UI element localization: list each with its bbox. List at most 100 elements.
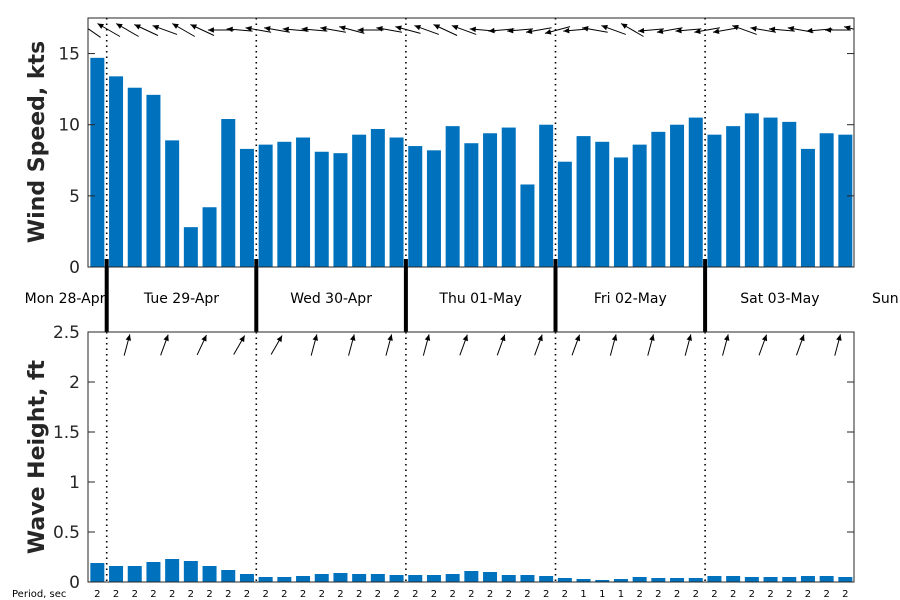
period-value: 2 — [674, 589, 680, 600]
wind-bar — [146, 94, 161, 267]
wind-direction-arrow — [301, 26, 328, 33]
period-value: 2 — [225, 589, 231, 600]
wind-bar — [109, 76, 124, 267]
wind-bar — [726, 126, 741, 267]
period-value: 2 — [393, 589, 399, 600]
wave-bar — [183, 561, 198, 582]
wave-direction-arrow — [684, 334, 692, 356]
wind-direction-arrow — [395, 25, 421, 34]
wave-bar — [651, 578, 666, 582]
wind-bar — [258, 144, 273, 267]
wave-direction-arrow — [758, 334, 768, 356]
wave-bar — [464, 571, 479, 582]
wave-bar — [314, 574, 329, 582]
wind-bar — [165, 140, 180, 267]
wave-bar — [109, 566, 124, 582]
wind-bar — [370, 128, 385, 267]
period-row: Period, sec 2 2 2 2 2 2 2 2 2 2 2 2 2 2 2 2 2 2 2 2 2 2 2 2 2 2 1 1… — [12, 589, 849, 600]
period-value: 2 — [711, 589, 717, 600]
wind-direction-arrow — [620, 23, 644, 37]
wind-bar — [557, 161, 572, 267]
wave-bar — [707, 576, 722, 582]
wind-bar — [688, 117, 703, 267]
wave-bar — [800, 576, 815, 582]
wind-bar — [464, 143, 479, 267]
wave-bar — [520, 575, 535, 582]
wave-ytick-label: 0 — [69, 573, 80, 593]
wind-bar — [501, 127, 516, 267]
wave-bar — [744, 577, 759, 582]
wind-bar — [651, 131, 666, 267]
wind-bar — [314, 151, 329, 267]
period-value: 2 — [468, 589, 474, 600]
wave-bar — [576, 579, 591, 582]
wave-bar — [501, 575, 516, 582]
wave-bar — [632, 577, 647, 582]
wind-y-ticks: 0 5 10 15 — [58, 45, 854, 278]
wave-direction-arrow — [834, 334, 842, 356]
wind-bar — [408, 146, 423, 267]
wave-bar — [127, 566, 142, 582]
wind-bar — [296, 137, 311, 267]
wind-direction-arrow — [638, 27, 664, 34]
period-value: 2 — [375, 589, 381, 600]
wind-bar — [539, 124, 554, 268]
wind-axes-box — [87, 17, 855, 268]
wave-direction-arrow — [270, 335, 283, 355]
period-value: 2 — [543, 589, 549, 600]
wind-bar — [483, 133, 498, 267]
wave-bar — [782, 577, 797, 582]
wave-bar — [258, 577, 273, 582]
wind-bar — [670, 124, 685, 268]
period-value: 2 — [337, 589, 343, 600]
wind-direction-arrow — [97, 23, 121, 37]
period-value: 2 — [562, 589, 568, 600]
wind-direction-arrow — [245, 26, 272, 33]
period-value: 2 — [113, 589, 119, 600]
wave-bar — [445, 574, 460, 582]
wind-bar — [239, 148, 254, 267]
wind-direction-arrow — [732, 24, 757, 35]
wave-ytick-label: 2.5 — [53, 323, 80, 343]
period-value: 2 — [636, 589, 642, 600]
wind-panel: 0 5 10 15 Wind Speed, kts — [25, 17, 855, 278]
period-value: 2 — [94, 589, 100, 600]
wind-direction-arrow — [226, 26, 253, 33]
day-label-band: Mon 28-Apr Tue 29-Apr Wed 30-Apr Thu 01-May… — [25, 259, 900, 332]
wave-bar — [763, 577, 778, 582]
wind-bar — [763, 117, 778, 267]
wind-bar — [127, 87, 142, 267]
wind-direction-arrow — [544, 26, 571, 35]
wave-ytick-label: 1.5 — [53, 423, 80, 443]
day-label: Wed 30-Apr — [290, 291, 372, 307]
period-value: 2 — [188, 589, 194, 600]
period-value: 2 — [281, 589, 287, 600]
wave-direction-arrow — [609, 334, 618, 356]
wind-direction-arrow — [190, 24, 215, 36]
wind-bar — [202, 207, 217, 267]
wind-bar — [800, 148, 815, 267]
wave-panel: 0 0.5 1 1.5 2 2.5 Wave Height, ft — [25, 323, 855, 593]
wind-direction-arrow — [264, 26, 290, 33]
wave-direction-arrow — [459, 334, 468, 356]
wind-bar — [520, 184, 535, 267]
wave-day-separators — [105, 332, 706, 582]
period-value: 2 — [319, 589, 325, 600]
wind-direction-arrow — [825, 27, 851, 33]
period-value: 1 — [580, 589, 586, 600]
wave-direction-arrow — [348, 334, 356, 356]
period-value: 2 — [356, 589, 362, 600]
wave-direction-arrow — [496, 334, 506, 356]
wind-direction-arrow — [750, 26, 777, 33]
wind-ylabel: Wind Speed, kts — [25, 41, 50, 243]
wave-direction-arrow — [722, 334, 730, 356]
wave-y-ticks: 0 0.5 1 1.5 2 2.5 — [53, 323, 854, 593]
wind-ytick-label: 5 — [69, 187, 80, 207]
period-value: 1 — [618, 589, 624, 600]
wave-bar — [239, 574, 254, 582]
wind-direction-arrow — [152, 24, 178, 35]
wave-bar — [613, 579, 628, 582]
wave-ytick-label: 2 — [69, 373, 80, 393]
wind-direction-arrow — [282, 26, 309, 33]
